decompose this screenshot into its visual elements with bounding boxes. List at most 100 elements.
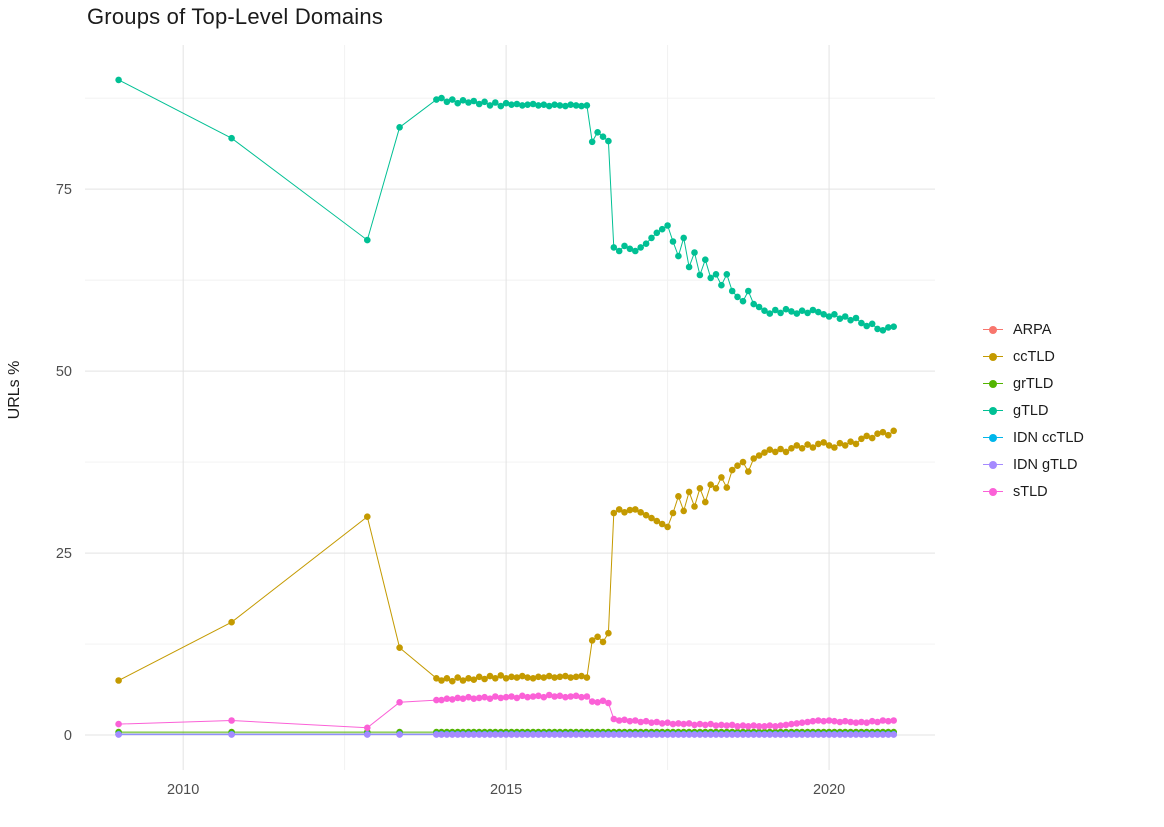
data-point xyxy=(728,721,736,729)
data-point xyxy=(788,731,795,738)
data-point xyxy=(626,245,634,253)
data-point xyxy=(863,731,870,738)
data-point xyxy=(513,674,521,681)
data-point xyxy=(798,731,806,738)
data-point xyxy=(669,509,677,517)
data-point xyxy=(470,695,478,702)
data-point xyxy=(529,693,537,700)
data-point xyxy=(766,310,774,317)
data-point xyxy=(793,310,801,317)
data-point xyxy=(529,100,537,108)
data-point xyxy=(664,719,671,726)
data-point xyxy=(364,724,371,732)
data-point xyxy=(470,676,478,683)
data-point xyxy=(115,720,122,728)
data-point xyxy=(364,236,371,244)
data-point xyxy=(632,506,639,513)
data-point xyxy=(621,242,628,250)
data-point xyxy=(540,674,548,681)
data-point xyxy=(433,96,440,103)
data-point xyxy=(825,731,833,738)
legend: ARPA ccTLD grTLD gTLD IDN ccTLD IDN gTLD… xyxy=(982,320,1084,501)
data-point xyxy=(685,488,693,496)
series-idn-gtld xyxy=(115,731,897,738)
data-point xyxy=(599,133,607,140)
data-point xyxy=(777,309,784,317)
data-point xyxy=(852,731,860,738)
data-point xyxy=(475,731,483,738)
data-point xyxy=(228,731,235,738)
data-point xyxy=(583,731,591,738)
data-point xyxy=(707,720,714,728)
data-point xyxy=(535,102,542,109)
data-point xyxy=(755,723,763,730)
data-point xyxy=(475,694,483,702)
data-point xyxy=(497,102,505,110)
data-point xyxy=(578,731,585,738)
data-point xyxy=(583,102,591,109)
data-point xyxy=(739,722,747,729)
data-point xyxy=(610,509,618,517)
data-point xyxy=(583,693,591,700)
data-point xyxy=(578,672,585,680)
data-point xyxy=(615,731,623,738)
data-point xyxy=(545,672,553,680)
data-point xyxy=(540,693,548,701)
data-point xyxy=(825,717,833,724)
data-point xyxy=(831,731,838,738)
data-point xyxy=(588,731,596,738)
data-point xyxy=(793,442,801,449)
data-point xyxy=(718,721,725,729)
data-point xyxy=(804,718,811,726)
data-point xyxy=(696,485,704,492)
data-point xyxy=(605,731,612,738)
data-point xyxy=(438,677,445,684)
data-point xyxy=(707,731,714,738)
data-point xyxy=(459,677,467,684)
data-point xyxy=(465,731,472,738)
data-point xyxy=(868,731,876,738)
data-point xyxy=(750,722,757,729)
data-point xyxy=(777,445,784,453)
data-point xyxy=(486,695,494,702)
data-point xyxy=(562,102,569,110)
data-point xyxy=(890,717,897,724)
gridlines xyxy=(85,45,935,770)
data-point xyxy=(465,99,472,106)
data-point xyxy=(718,281,725,289)
data-point xyxy=(449,677,456,685)
data-point xyxy=(502,675,510,682)
data-point xyxy=(885,717,892,725)
data-point xyxy=(664,523,671,531)
data-point xyxy=(599,697,607,705)
data-point xyxy=(718,731,725,738)
data-point xyxy=(626,731,634,738)
data-point xyxy=(809,444,817,451)
data-point xyxy=(825,442,833,449)
data-point xyxy=(481,98,488,106)
data-point xyxy=(879,327,887,334)
data-point xyxy=(868,717,876,725)
x-tick-label: 2020 xyxy=(813,782,845,798)
data-point xyxy=(443,98,451,106)
data-point xyxy=(680,507,687,515)
data-point xyxy=(766,722,774,729)
data-point xyxy=(847,718,854,726)
data-point xyxy=(847,438,854,446)
data-point xyxy=(492,693,499,700)
data-point xyxy=(745,468,752,475)
data-point xyxy=(567,693,574,700)
legend-key-icon xyxy=(982,348,1004,366)
data-point xyxy=(798,445,806,452)
data-point xyxy=(642,717,650,725)
data-point xyxy=(658,225,666,233)
data-point xyxy=(648,731,655,738)
data-point xyxy=(836,718,844,726)
data-point xyxy=(519,102,526,109)
data-point xyxy=(685,731,693,738)
data-point xyxy=(836,731,844,738)
legend-label: gTLD xyxy=(1013,402,1049,419)
legend-label: IDN gTLD xyxy=(1013,456,1078,473)
data-point xyxy=(669,731,677,738)
data-point xyxy=(777,722,784,729)
